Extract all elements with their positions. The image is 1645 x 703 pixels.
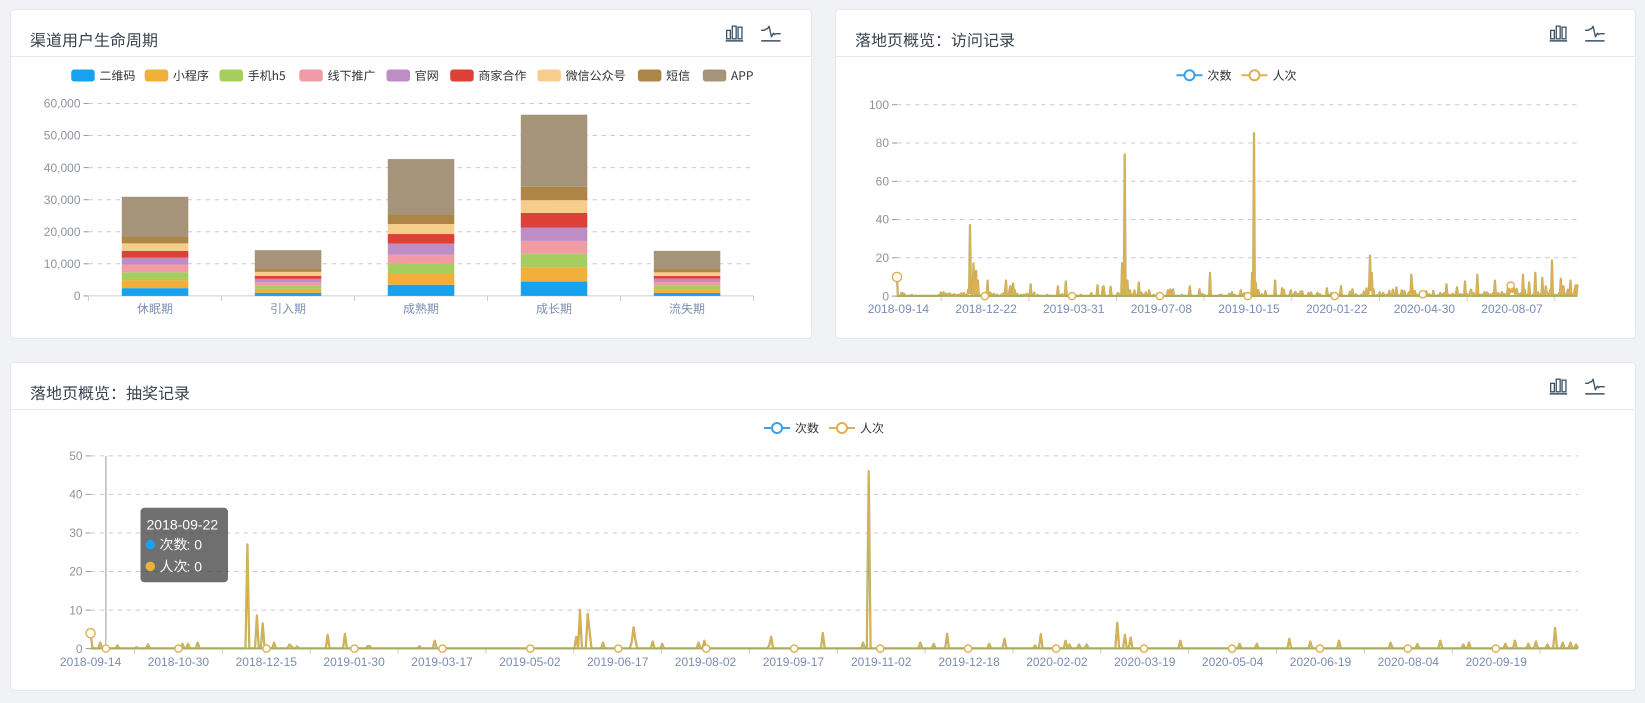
svg-text:2019-08-02: 2019-08-02	[675, 655, 737, 669]
svg-text:: 0: : 0	[187, 558, 203, 574]
svg-text:2020-05-04: 2020-05-04	[1202, 655, 1264, 669]
svg-text:2020-04-30: 2020-04-30	[1394, 302, 1456, 316]
svg-text:2020-06-19: 2020-06-19	[1290, 655, 1352, 669]
svg-text:2020-09-19: 2020-09-19	[1466, 655, 1528, 669]
svg-text:2020-08-04: 2020-08-04	[1378, 655, 1440, 669]
svg-text:2019-05-02: 2019-05-02	[499, 655, 561, 669]
svg-text:30,000: 30,000	[44, 193, 81, 207]
svg-text:2019-06-17: 2019-06-17	[587, 655, 649, 669]
svg-text:2019-03-17: 2019-03-17	[411, 655, 473, 669]
svg-text:0: 0	[74, 289, 81, 303]
svg-text:60,000: 60,000	[44, 97, 81, 111]
svg-text:2019-10-15: 2019-10-15	[1218, 302, 1280, 316]
svg-text:2020-02-02: 2020-02-02	[1026, 655, 1088, 669]
svg-text:60: 60	[876, 175, 890, 189]
svg-text:40: 40	[876, 213, 890, 227]
svg-text:10,000: 10,000	[44, 257, 81, 271]
svg-text:2020-01-22: 2020-01-22	[1306, 302, 1368, 316]
svg-text:50: 50	[69, 449, 83, 463]
svg-text:2018-09-14: 2018-09-14	[60, 655, 122, 669]
svg-text:2018-09-14: 2018-09-14	[868, 302, 930, 316]
svg-text:2019-12-18: 2019-12-18	[938, 655, 1000, 669]
svg-text:: 0: : 0	[187, 537, 203, 553]
svg-text:10: 10	[69, 603, 83, 617]
svg-text:2018-12-22: 2018-12-22	[955, 302, 1017, 316]
svg-text:2018-10-30: 2018-10-30	[148, 655, 210, 669]
svg-text:0: 0	[76, 642, 83, 656]
svg-text:0: 0	[882, 289, 889, 303]
svg-text:2019-11-02: 2019-11-02	[851, 655, 912, 669]
svg-text:20: 20	[69, 565, 83, 579]
svg-text:2020-08-07: 2020-08-07	[1481, 302, 1543, 316]
svg-text:2019-09-17: 2019-09-17	[763, 655, 825, 669]
svg-text:30: 30	[69, 526, 83, 540]
svg-text:2018-09-22: 2018-09-22	[147, 517, 219, 533]
svg-text:2018-12-15: 2018-12-15	[236, 655, 298, 669]
svg-text:2020-03-19: 2020-03-19	[1114, 655, 1176, 669]
svg-text:2019-07-08: 2019-07-08	[1131, 302, 1193, 316]
svg-text:2019-01-30: 2019-01-30	[323, 655, 385, 669]
svg-text:50,000: 50,000	[44, 129, 81, 143]
svg-text:80: 80	[876, 136, 890, 150]
svg-text:2019-03-31: 2019-03-31	[1043, 302, 1105, 316]
svg-text:100: 100	[869, 98, 889, 112]
svg-text:20: 20	[876, 251, 890, 265]
svg-text:40,000: 40,000	[44, 161, 81, 175]
svg-text:20,000: 20,000	[44, 225, 81, 239]
svg-text:40: 40	[69, 488, 83, 502]
